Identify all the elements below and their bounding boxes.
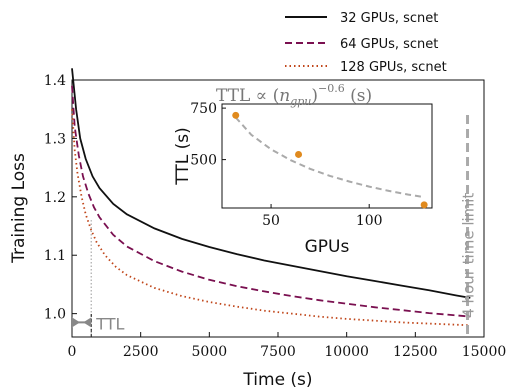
inset-x-tick-label: 100 xyxy=(356,213,383,229)
main-x-tick-label: 10000 xyxy=(324,344,369,360)
main-x-tick-label: 2500 xyxy=(123,344,159,360)
main-y-tick-label: 1.2 xyxy=(44,190,66,206)
main-y-tick-label: 1.0 xyxy=(44,307,66,323)
legend-label-32-gpus: 32 GPUs, scnet xyxy=(340,11,438,26)
main-x-tick-label: 15000 xyxy=(462,344,507,360)
main-y-tick-label: 1.4 xyxy=(44,73,66,89)
main-annotations: TTL 4 hour time limit xyxy=(72,115,478,337)
ttl-arrow-head-right xyxy=(83,317,92,328)
series-line-64-gpus xyxy=(71,85,471,318)
main-x-axis-label: Time (s) xyxy=(242,370,312,390)
time-limit-label: 4 hour time limit xyxy=(460,193,478,318)
main-x-tick-label: 5000 xyxy=(192,344,228,360)
inset-y-tick-label: 750 xyxy=(190,101,217,117)
inset-x-tick-label: 50 xyxy=(262,213,280,229)
main-x-tick-label: 0 xyxy=(68,344,77,360)
ttl-label: TTL xyxy=(95,314,124,333)
series-line-32-gpus xyxy=(71,68,471,299)
inset-axes-frame xyxy=(221,103,433,209)
main-y-tick-label: 1.1 xyxy=(44,248,66,264)
inset-series xyxy=(232,111,428,209)
inset-title: TTL ∝ (ngpu)−0.6 (s) xyxy=(216,82,372,108)
inset-fit-curve xyxy=(234,116,425,199)
legend-label-128-gpus: 128 GPUs, scnet xyxy=(340,60,447,75)
main-y-tick-label: 1.3 xyxy=(44,131,66,147)
main-series xyxy=(71,68,471,327)
legend-label-64-gpus: 64 GPUs, scnet xyxy=(340,37,438,52)
series-line-128-gpus xyxy=(71,109,471,327)
main-ticks: 0 2500 5000 7500 10000 12500 15000 1.0 1.1 1.2 1.3… xyxy=(44,73,507,360)
inset-y-tick-label: 500 xyxy=(190,153,217,169)
main-x-tick-label: 12500 xyxy=(393,344,438,360)
inset-point-32-gpus xyxy=(232,111,240,119)
main-plot: 0 2500 5000 7500 10000 12500 15000 1.0 1.1 1.2 1.3… xyxy=(9,68,506,390)
main-x-tick-label: 7500 xyxy=(260,344,296,360)
inset-point-64-gpus xyxy=(295,150,303,158)
main-y-axis-label: Training Loss xyxy=(9,153,29,264)
inset-ticks: 50 100 500 750 xyxy=(190,101,382,229)
inset-x-axis-label: GPUs xyxy=(305,237,350,257)
inset-y-axis-label: TTL (s) xyxy=(173,127,193,185)
inset-plot: 50 100 500 750 TTL ∝ (ngpu)−0.6 (s) GPUs TT… xyxy=(173,82,433,257)
inset-point-128-gpus xyxy=(420,201,428,209)
ttl-arrow-head-left xyxy=(72,317,80,328)
legend: 32 GPUs, scnet 64 GPUs, scnet 128 GPUs, … xyxy=(285,11,447,75)
